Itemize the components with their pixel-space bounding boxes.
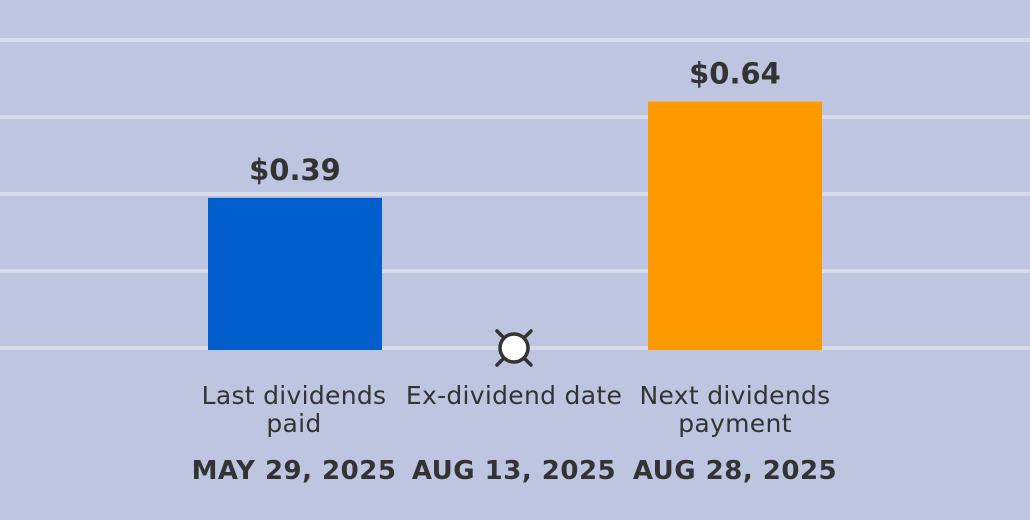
bar-next-payment [648, 101, 822, 350]
value-label-last-paid: $0.39 [249, 153, 341, 187]
category-label-last-paid: Last dividends paid [201, 381, 387, 438]
category-label-ex-dividend: Ex-dividend date [405, 381, 623, 410]
date-ex-dividend: AUG 13, 2025 [411, 456, 617, 486]
bar-last-paid [208, 197, 382, 350]
date-last-paid: MAY 29, 2025 [191, 456, 397, 486]
ex-dividend-marker-icon [495, 329, 533, 367]
date-next-payment: AUG 28, 2025 [632, 456, 838, 486]
category-label-next-payment: Next dividends payment [639, 381, 831, 438]
value-label-next-payment: $0.64 [689, 57, 781, 91]
